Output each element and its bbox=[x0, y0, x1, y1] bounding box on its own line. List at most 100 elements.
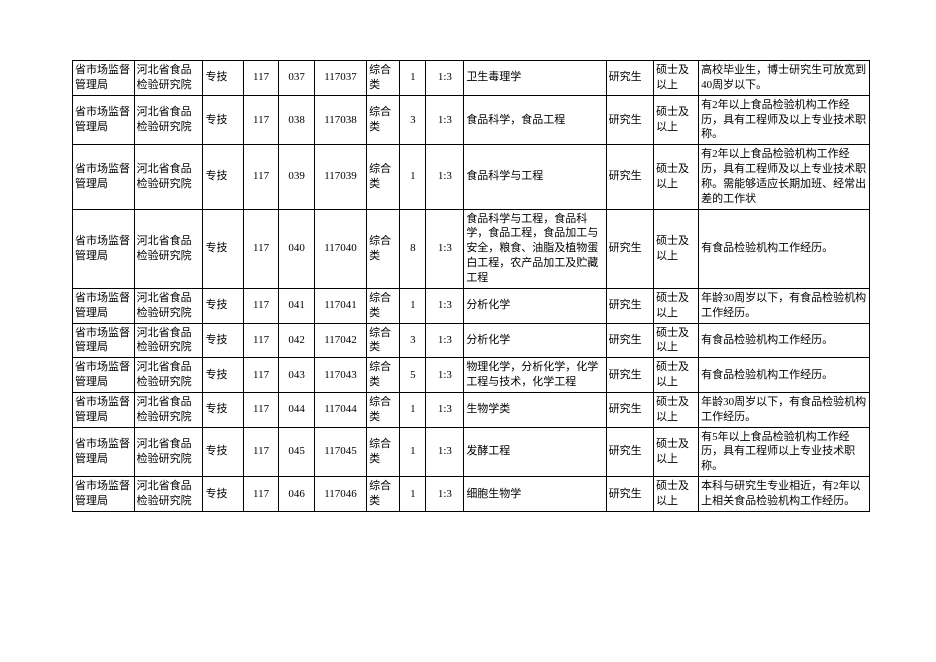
cell-c7: 综合类 bbox=[367, 61, 400, 96]
cell-c4: 117 bbox=[243, 209, 279, 288]
cell-c2: 河北省食品检验研究院 bbox=[134, 323, 203, 358]
cell-c13: 有2年以上食品检验机构工作经历，具有工程师及以上专业技术职称。需能够适应长期加班… bbox=[699, 145, 870, 209]
table-row: 省市场监督管理局河北省食品检验研究院专技117041117041综合类11:3分… bbox=[73, 288, 870, 323]
cell-c5: 046 bbox=[279, 477, 315, 512]
cell-c12: 硕士及以上 bbox=[654, 288, 699, 323]
cell-c5: 042 bbox=[279, 323, 315, 358]
cell-c12: 硕士及以上 bbox=[654, 61, 699, 96]
cell-c4: 117 bbox=[243, 392, 279, 427]
table-body: 省市场监督管理局河北省食品检验研究院专技117037117037综合类11:3卫… bbox=[73, 61, 870, 512]
cell-c9: 1:3 bbox=[426, 358, 464, 393]
cell-c9: 1:3 bbox=[426, 61, 464, 96]
cell-c3: 专技 bbox=[203, 95, 243, 145]
cell-c6: 117046 bbox=[314, 477, 366, 512]
cell-c8: 1 bbox=[400, 145, 426, 209]
cell-c7: 综合类 bbox=[367, 392, 400, 427]
cell-c13: 本科与研究生专业相近，有2年以上相关食品检验机构工作经历。 bbox=[699, 477, 870, 512]
cell-c11: 研究生 bbox=[606, 209, 653, 288]
cell-c11: 研究生 bbox=[606, 323, 653, 358]
cell-c7: 综合类 bbox=[367, 427, 400, 477]
cell-c6: 117039 bbox=[314, 145, 366, 209]
cell-c10: 食品科学与工程 bbox=[464, 145, 606, 209]
cell-c13: 有食品检验机构工作经历。 bbox=[699, 323, 870, 358]
cell-c8: 1 bbox=[400, 288, 426, 323]
cell-c5: 038 bbox=[279, 95, 315, 145]
cell-c13: 有2年以上食品检验机构工作经历，具有工程师及以上专业技术职称。 bbox=[699, 95, 870, 145]
cell-c7: 综合类 bbox=[367, 145, 400, 209]
cell-c12: 硕士及以上 bbox=[654, 323, 699, 358]
cell-c3: 专技 bbox=[203, 427, 243, 477]
cell-c13: 年龄30周岁以下，有食品检验机构工作经历。 bbox=[699, 392, 870, 427]
cell-c12: 硕士及以上 bbox=[654, 209, 699, 288]
cell-c7: 综合类 bbox=[367, 288, 400, 323]
cell-c6: 117040 bbox=[314, 209, 366, 288]
cell-c12: 硕士及以上 bbox=[654, 145, 699, 209]
cell-c3: 专技 bbox=[203, 358, 243, 393]
cell-c7: 综合类 bbox=[367, 323, 400, 358]
cell-c11: 研究生 bbox=[606, 392, 653, 427]
cell-c11: 研究生 bbox=[606, 61, 653, 96]
cell-c11: 研究生 bbox=[606, 358, 653, 393]
cell-c10: 分析化学 bbox=[464, 323, 606, 358]
table-row: 省市场监督管理局河北省食品检验研究院专技117040117040综合类81:3食… bbox=[73, 209, 870, 288]
cell-c1: 省市场监督管理局 bbox=[73, 95, 135, 145]
cell-c1: 省市场监督管理局 bbox=[73, 427, 135, 477]
cell-c9: 1:3 bbox=[426, 95, 464, 145]
cell-c13: 有食品检验机构工作经历。 bbox=[699, 358, 870, 393]
cell-c10: 细胞生物学 bbox=[464, 477, 606, 512]
cell-c8: 3 bbox=[400, 95, 426, 145]
cell-c5: 039 bbox=[279, 145, 315, 209]
cell-c4: 117 bbox=[243, 323, 279, 358]
cell-c9: 1:3 bbox=[426, 427, 464, 477]
cell-c6: 117045 bbox=[314, 427, 366, 477]
cell-c4: 117 bbox=[243, 288, 279, 323]
cell-c2: 河北省食品检验研究院 bbox=[134, 61, 203, 96]
cell-c10: 物理化学，分析化学，化学工程与技术，化学工程 bbox=[464, 358, 606, 393]
cell-c11: 研究生 bbox=[606, 145, 653, 209]
cell-c6: 117037 bbox=[314, 61, 366, 96]
table-row: 省市场监督管理局河北省食品检验研究院专技117038117038综合类31:3食… bbox=[73, 95, 870, 145]
cell-c9: 1:3 bbox=[426, 145, 464, 209]
table-row: 省市场监督管理局河北省食品检验研究院专技117037117037综合类11:3卫… bbox=[73, 61, 870, 96]
cell-c8: 1 bbox=[400, 392, 426, 427]
cell-c10: 卫生毒理学 bbox=[464, 61, 606, 96]
table-row: 省市场监督管理局河北省食品检验研究院专技117044117044综合类11:3生… bbox=[73, 392, 870, 427]
cell-c7: 综合类 bbox=[367, 95, 400, 145]
cell-c5: 044 bbox=[279, 392, 315, 427]
cell-c11: 研究生 bbox=[606, 427, 653, 477]
cell-c1: 省市场监督管理局 bbox=[73, 358, 135, 393]
cell-c9: 1:3 bbox=[426, 323, 464, 358]
cell-c11: 研究生 bbox=[606, 95, 653, 145]
cell-c5: 045 bbox=[279, 427, 315, 477]
cell-c3: 专技 bbox=[203, 477, 243, 512]
cell-c10: 食品科学与工程，食品科学，食品工程，食品加工与安全，粮食、油脂及植物蛋白工程，农… bbox=[464, 209, 606, 288]
cell-c9: 1:3 bbox=[426, 392, 464, 427]
cell-c1: 省市场监督管理局 bbox=[73, 61, 135, 96]
cell-c8: 1 bbox=[400, 477, 426, 512]
cell-c5: 037 bbox=[279, 61, 315, 96]
cell-c2: 河北省食品检验研究院 bbox=[134, 477, 203, 512]
cell-c9: 1:3 bbox=[426, 209, 464, 288]
cell-c6: 117042 bbox=[314, 323, 366, 358]
cell-c4: 117 bbox=[243, 358, 279, 393]
table-row: 省市场监督管理局河北省食品检验研究院专技117045117045综合类11:3发… bbox=[73, 427, 870, 477]
cell-c13: 年龄30周岁以下，有食品检验机构工作经历。 bbox=[699, 288, 870, 323]
table-row: 省市场监督管理局河北省食品检验研究院专技117042117042综合类31:3分… bbox=[73, 323, 870, 358]
cell-c8: 1 bbox=[400, 61, 426, 96]
cell-c12: 硕士及以上 bbox=[654, 95, 699, 145]
cell-c5: 043 bbox=[279, 358, 315, 393]
cell-c1: 省市场监督管理局 bbox=[73, 477, 135, 512]
cell-c12: 硕士及以上 bbox=[654, 392, 699, 427]
cell-c4: 117 bbox=[243, 427, 279, 477]
cell-c2: 河北省食品检验研究院 bbox=[134, 145, 203, 209]
cell-c7: 综合类 bbox=[367, 209, 400, 288]
cell-c7: 综合类 bbox=[367, 477, 400, 512]
cell-c2: 河北省食品检验研究院 bbox=[134, 209, 203, 288]
cell-c1: 省市场监督管理局 bbox=[73, 392, 135, 427]
cell-c4: 117 bbox=[243, 61, 279, 96]
cell-c2: 河北省食品检验研究院 bbox=[134, 288, 203, 323]
cell-c13: 高校毕业生，博士研究生可放宽到40周岁以下。 bbox=[699, 61, 870, 96]
cell-c1: 省市场监督管理局 bbox=[73, 288, 135, 323]
cell-c10: 生物学类 bbox=[464, 392, 606, 427]
cell-c12: 硕士及以上 bbox=[654, 358, 699, 393]
